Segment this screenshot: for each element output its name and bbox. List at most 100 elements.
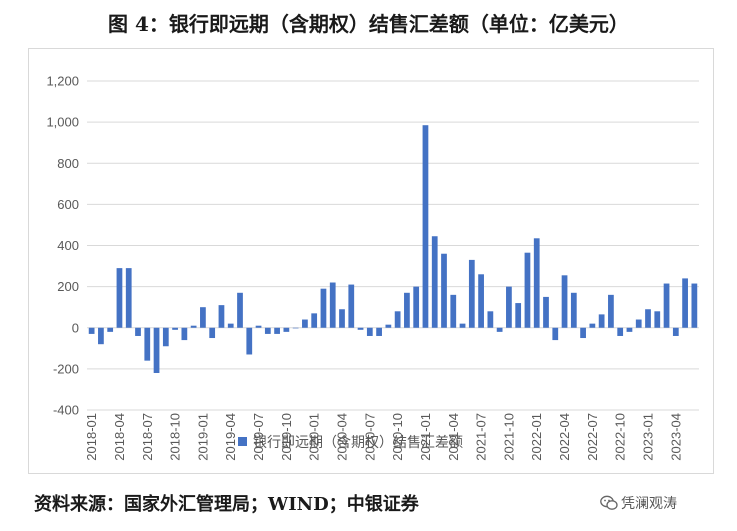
x-tick-label: 2020-10 xyxy=(390,413,405,461)
bar xyxy=(543,296,549,328)
bar xyxy=(589,323,596,328)
bar xyxy=(515,303,522,328)
bar xyxy=(524,252,531,328)
chart-area: -400 -200 0 200 400 600 800 1,000 1,200 2018-01 20… xyxy=(28,48,714,474)
bar xyxy=(135,327,141,336)
y-tick-label: 200 xyxy=(57,279,79,294)
bar xyxy=(645,309,651,328)
x-tick-label: 2019-04 xyxy=(223,413,238,461)
bar xyxy=(626,327,633,332)
bar xyxy=(496,327,503,332)
bar xyxy=(682,278,688,328)
x-tick-label: 2021-04 xyxy=(446,413,461,461)
x-tick-label: 2018-10 xyxy=(168,413,183,461)
y-tick-label: 1,000 xyxy=(46,115,79,130)
x-tick-label: 2021-07 xyxy=(474,413,489,461)
x-tick-label: 2021-10 xyxy=(501,413,516,461)
bar xyxy=(88,327,95,334)
bar xyxy=(357,327,364,330)
bar xyxy=(283,327,290,332)
bar xyxy=(413,286,420,328)
x-tick-label: 2020-07 xyxy=(362,413,377,461)
bar xyxy=(598,314,605,328)
bar xyxy=(162,327,169,347)
bar xyxy=(98,327,104,345)
bar xyxy=(227,323,234,328)
bar xyxy=(404,292,410,328)
chart-title: 图 4：银行即远期（含期权）结售汇差额（单位：亿美元） xyxy=(108,12,629,36)
y-tick-label: 0 xyxy=(72,320,79,335)
y-tick-label: 1,200 xyxy=(46,74,79,89)
legend-swatch xyxy=(238,437,247,446)
bar xyxy=(274,327,280,334)
bar xyxy=(339,309,345,328)
bar xyxy=(292,327,299,329)
bar xyxy=(691,283,698,328)
bar xyxy=(450,294,457,328)
bar xyxy=(302,319,308,328)
bar xyxy=(478,274,484,328)
bar xyxy=(237,292,243,328)
y-tick-label: 600 xyxy=(57,197,79,212)
legend-label: 银行即远期（含期权）结售汇差额 xyxy=(253,435,463,451)
bar xyxy=(190,325,197,328)
y-tick-label: -200 xyxy=(53,361,79,376)
bar xyxy=(552,327,559,341)
bar-chart: -400 -200 0 200 400 600 800 1,000 1,200 2018-01 20… xyxy=(46,74,699,461)
x-tick-label: 2023-04 xyxy=(668,413,683,461)
bar xyxy=(125,268,132,328)
bar xyxy=(366,327,373,336)
watermark: 凭澜观涛 xyxy=(600,493,677,513)
bar xyxy=(431,236,438,328)
bar xyxy=(441,253,447,328)
bar xyxy=(107,327,114,332)
bar xyxy=(672,327,679,336)
bar xyxy=(459,323,466,328)
x-tick-label: 2019-01 xyxy=(195,413,210,461)
x-tick-label: 2022-07 xyxy=(585,413,600,461)
bar xyxy=(311,313,318,328)
x-tick-label: 2023-01 xyxy=(641,413,656,461)
bar xyxy=(116,268,123,328)
bar xyxy=(533,238,540,328)
bar xyxy=(635,319,642,328)
x-tick-label: 2018-07 xyxy=(140,413,155,461)
x-tick-label: 2022-10 xyxy=(613,413,628,461)
bar xyxy=(617,327,624,336)
bar xyxy=(348,284,355,328)
x-tick-label: 2020-01 xyxy=(307,413,322,461)
bar xyxy=(376,327,382,336)
bar xyxy=(218,305,225,328)
wechat-icon xyxy=(600,495,618,510)
bar xyxy=(264,327,271,334)
x-tick-label: 2019-07 xyxy=(251,413,266,461)
bar xyxy=(144,327,151,361)
bar xyxy=(172,327,178,330)
bar xyxy=(506,286,512,328)
x-tick-label: 2018-01 xyxy=(84,413,99,461)
bar xyxy=(570,292,577,328)
bar xyxy=(608,294,614,328)
bar xyxy=(209,327,216,339)
bar xyxy=(246,327,253,355)
x-tick-label: 2022-04 xyxy=(557,413,572,461)
y-tick-label: 800 xyxy=(57,156,79,171)
bar xyxy=(654,311,661,328)
bar xyxy=(320,288,327,328)
bar xyxy=(580,327,586,339)
y-tick-label: -400 xyxy=(53,403,79,418)
x-tick-label: 2021-01 xyxy=(418,413,433,461)
bar xyxy=(487,311,494,328)
source-note: 资料来源：国家外汇管理局；WIND；中银证券 xyxy=(34,494,419,515)
bar xyxy=(200,307,206,328)
bar xyxy=(329,282,336,328)
watermark-text: 凭澜观涛 xyxy=(621,496,677,512)
x-tick-label: 2019-10 xyxy=(279,413,294,461)
bar xyxy=(561,275,568,328)
bar xyxy=(153,327,160,373)
bar xyxy=(422,125,429,328)
x-tick-label: 2020-04 xyxy=(335,413,350,461)
x-tick-label: 2022-01 xyxy=(529,413,544,461)
bar xyxy=(663,283,670,328)
y-tick-label: 400 xyxy=(57,238,79,253)
